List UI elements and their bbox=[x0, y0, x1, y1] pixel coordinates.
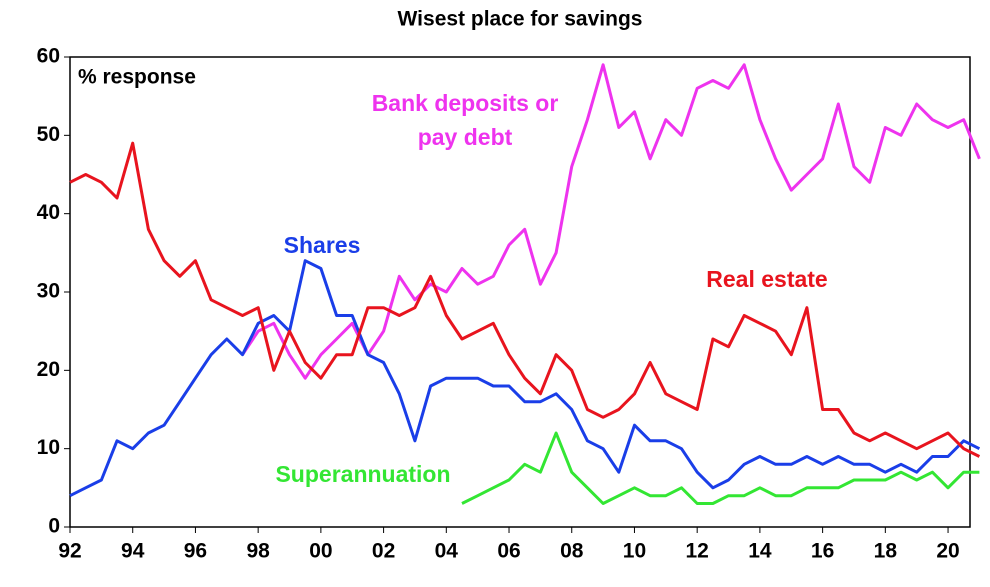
series-line bbox=[69, 259, 981, 498]
series-label: Bank deposits or pay debt bbox=[371, 90, 559, 150]
x-tick-label: 10 bbox=[623, 540, 646, 563]
series-line bbox=[461, 431, 980, 505]
x-tick-label: 00 bbox=[309, 540, 332, 563]
series-label: Real estate bbox=[706, 266, 828, 292]
y-tick-label: 10 bbox=[37, 436, 60, 459]
y-tick-label: 0 bbox=[48, 515, 60, 538]
x-tick-label: 16 bbox=[811, 540, 834, 563]
series-label: Shares bbox=[283, 232, 361, 258]
x-tick-label: 96 bbox=[184, 540, 207, 563]
x-tick-label: 92 bbox=[58, 540, 81, 563]
x-tick-label: 06 bbox=[497, 540, 520, 563]
y-tick-label: 50 bbox=[37, 123, 60, 146]
x-tick-label: 20 bbox=[936, 540, 959, 563]
x-tick-label: 18 bbox=[874, 540, 898, 563]
y-tick-label: 30 bbox=[37, 280, 60, 303]
chart-title: Wisest place for savings bbox=[398, 8, 643, 31]
x-tick-label: 08 bbox=[560, 540, 584, 563]
x-tick-label: 14 bbox=[748, 540, 772, 563]
x-tick-label: 02 bbox=[372, 540, 395, 563]
series-line bbox=[69, 141, 981, 458]
x-tick-label: 04 bbox=[435, 540, 459, 563]
y-axis-label: % response bbox=[78, 66, 196, 89]
y-tick-label: 20 bbox=[37, 358, 60, 381]
x-tick-label: 94 bbox=[121, 540, 145, 563]
y-tick-label: 60 bbox=[37, 45, 60, 68]
x-tick-label: 12 bbox=[685, 540, 708, 563]
series-label: Superannuation bbox=[275, 461, 451, 487]
x-tick-label: 98 bbox=[246, 540, 270, 563]
y-tick-label: 40 bbox=[37, 201, 60, 224]
